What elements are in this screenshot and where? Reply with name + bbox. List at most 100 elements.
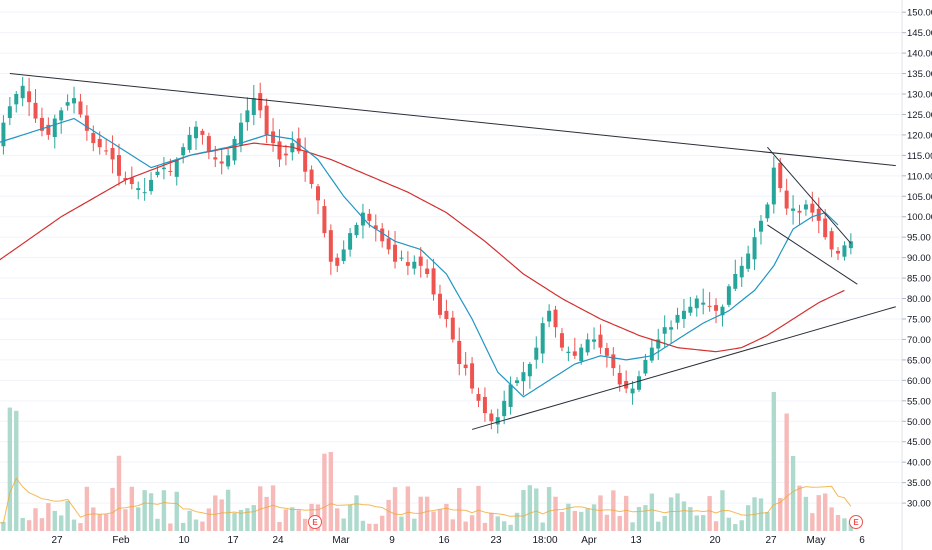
candle-body (110, 148, 115, 160)
candle-body (200, 130, 205, 135)
time-axis[interactable]: 27 Feb 10 17 24 Mar 9 16 23 18:00 Apr 13 20 27 May 6 (51, 535, 865, 546)
volume-bar (842, 518, 847, 531)
volume-bar (354, 495, 359, 531)
candle-body (726, 286, 731, 305)
volume-bar (662, 515, 667, 531)
candle-body (829, 231, 834, 250)
volume-bar (681, 501, 687, 531)
candle-body (637, 376, 641, 390)
candle-body (348, 233, 353, 250)
volume-bar (399, 516, 404, 531)
candle-body (52, 118, 57, 137)
candle-body (335, 257, 340, 266)
volume-bar (649, 493, 655, 531)
volume-bar (264, 496, 269, 531)
price-tick-label: 135.00 (907, 69, 932, 80)
volume-bar (91, 507, 96, 531)
volume-bar (232, 512, 237, 531)
candle-body (97, 138, 102, 148)
time-tick-label: 13 (630, 535, 642, 546)
candle-body (521, 372, 526, 382)
candle-body (540, 323, 545, 354)
candle-body (194, 126, 199, 139)
price-tick-label: 90.00 (907, 253, 931, 264)
candle-body (437, 293, 442, 315)
candle-body (784, 190, 789, 209)
candle-body (495, 417, 500, 425)
candle-body (149, 179, 154, 192)
price-tick-label: 120.00 (907, 130, 932, 141)
volume-bar (739, 520, 744, 531)
volume-bar (52, 510, 57, 531)
earnings-badge (308, 515, 322, 529)
volume-bar (656, 521, 661, 531)
volume-bar (501, 521, 507, 531)
candle-body (425, 268, 430, 274)
candle-body (393, 244, 398, 262)
volume-bar (238, 509, 244, 531)
trendline (471, 306, 896, 430)
volume-bar (617, 516, 622, 531)
price-tick-label: 85.00 (907, 274, 931, 285)
candle-body (604, 348, 609, 356)
candle-body (226, 155, 231, 167)
trendline (767, 224, 858, 285)
volume-bar (726, 517, 732, 531)
candle-body (39, 117, 44, 131)
volume-bar (380, 515, 385, 531)
candle-body (367, 213, 372, 221)
volume-bar (495, 516, 500, 531)
volume-bar (103, 514, 109, 531)
candle-body (836, 250, 841, 254)
volume-bar (296, 510, 301, 531)
volume-bar (623, 495, 629, 531)
candle-body (187, 134, 192, 150)
candle-body (694, 298, 699, 309)
time-tick-label: 16 (438, 535, 450, 546)
candle-body (104, 150, 109, 152)
candle-body (559, 333, 564, 348)
volume-bar (771, 391, 777, 531)
candle-body (771, 167, 776, 205)
candle-body (46, 124, 51, 135)
trendlines (9, 73, 896, 430)
candle-body (380, 228, 385, 242)
volume-bar (765, 511, 770, 531)
price-tick-label: 105.00 (907, 192, 932, 203)
volume-bar (347, 504, 353, 531)
volume-bar (39, 518, 45, 531)
volume-bar (604, 514, 610, 531)
time-tick-label: 6 (859, 535, 865, 546)
candle-body (515, 380, 520, 383)
candle-body (65, 102, 70, 106)
volume-bar (733, 524, 738, 531)
price-tick-label: 30.00 (907, 499, 931, 510)
volume-bar (14, 410, 19, 531)
candle-body (720, 306, 725, 316)
volume-bar (829, 507, 834, 531)
volume-bar (431, 511, 436, 531)
volume-bar (392, 487, 398, 531)
price-axis[interactable]: 150.00 145.00 140.00 135.00 130.00 125.00 120.… (901, 0, 932, 550)
candle-body (303, 151, 308, 172)
price-axis-background (902, 0, 932, 550)
price-tick-label: 80.00 (907, 294, 931, 305)
trendline (9, 73, 896, 167)
volume-bar (148, 493, 154, 531)
volume-bar (360, 520, 366, 531)
volume-bar (251, 505, 256, 531)
candle-body (161, 167, 166, 170)
volume-bar (367, 523, 372, 531)
volume-bar (161, 490, 167, 531)
candle-body (470, 363, 475, 389)
fast-moving-average-line (0, 117, 839, 398)
volume-bar (482, 522, 488, 531)
price-tick-label: 70.00 (907, 335, 931, 346)
candle-body (547, 310, 552, 322)
candle-body (174, 159, 179, 177)
volume-bar (514, 512, 520, 531)
volume-bar (71, 519, 77, 531)
candle-body (283, 153, 288, 156)
